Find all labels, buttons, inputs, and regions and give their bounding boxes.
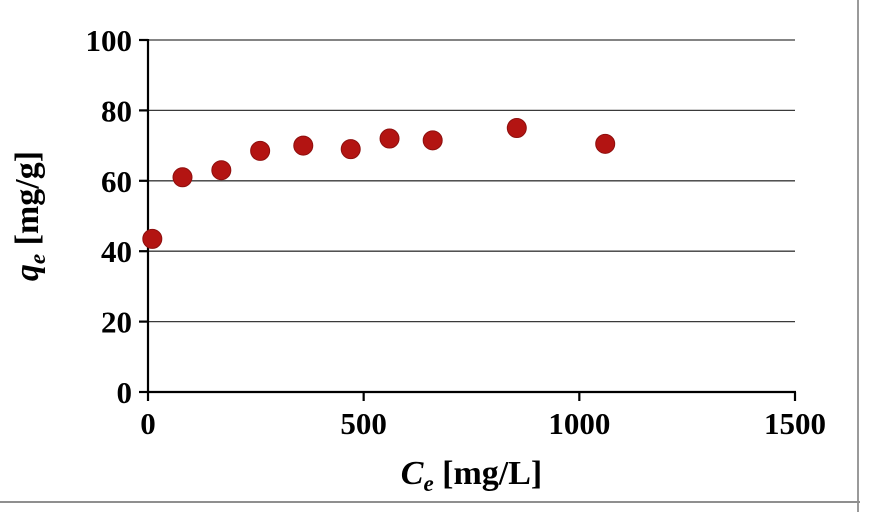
y-tick-label-0: 0 <box>117 375 133 410</box>
x-tick-label-0: 0 <box>140 406 156 441</box>
data-point-8 <box>506 118 527 138</box>
data-point-3 <box>250 140 271 161</box>
data-point-6 <box>379 128 400 149</box>
y-tick-label-100: 100 <box>86 23 133 58</box>
document-border-right <box>857 0 859 512</box>
data-point-5 <box>340 139 361 160</box>
document-border-bottom <box>0 501 860 503</box>
x-tick-label-1500: 1500 <box>764 406 826 441</box>
y-tick-label-80: 80 <box>101 93 132 128</box>
y-axis-title: qe [mg/g] <box>9 151 50 281</box>
data-point-2 <box>211 160 232 181</box>
y-tick-label-40: 40 <box>101 234 132 269</box>
data-point-4 <box>293 135 314 156</box>
x-tick-label-500: 500 <box>340 406 387 441</box>
data-point-9 <box>595 133 616 154</box>
data-point-7 <box>422 130 443 151</box>
data-point-1 <box>172 167 193 188</box>
y-tick-label-60: 60 <box>101 164 132 199</box>
x-axis-title: Ce [mg/L] <box>401 455 543 496</box>
data-point-0 <box>142 228 163 249</box>
y-tick-label-20: 20 <box>101 305 132 340</box>
x-tick-label-1000: 1000 <box>548 406 610 441</box>
